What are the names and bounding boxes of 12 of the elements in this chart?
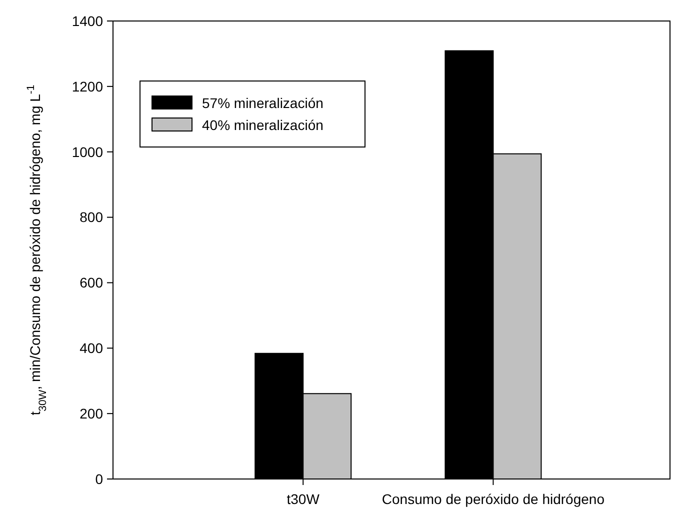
legend-label: 40% mineralización xyxy=(202,116,324,133)
y-tick-label: 1000 xyxy=(72,144,104,160)
y-tick-label: 800 xyxy=(80,209,104,226)
y-tick-label: 600 xyxy=(80,274,104,291)
y-tick-label: 200 xyxy=(80,405,104,422)
x-tick-label: Consumo de peróxido de hidrógeno xyxy=(382,491,605,507)
y-tick-label: 400 xyxy=(80,340,104,356)
y-tick-label: 0 xyxy=(95,470,104,487)
y-tick-label: 1200 xyxy=(72,78,104,94)
x-tick-label: t30W xyxy=(286,491,320,507)
y-tick-label: 1400 xyxy=(72,12,104,29)
legend-label: 57% mineralización xyxy=(202,94,324,111)
